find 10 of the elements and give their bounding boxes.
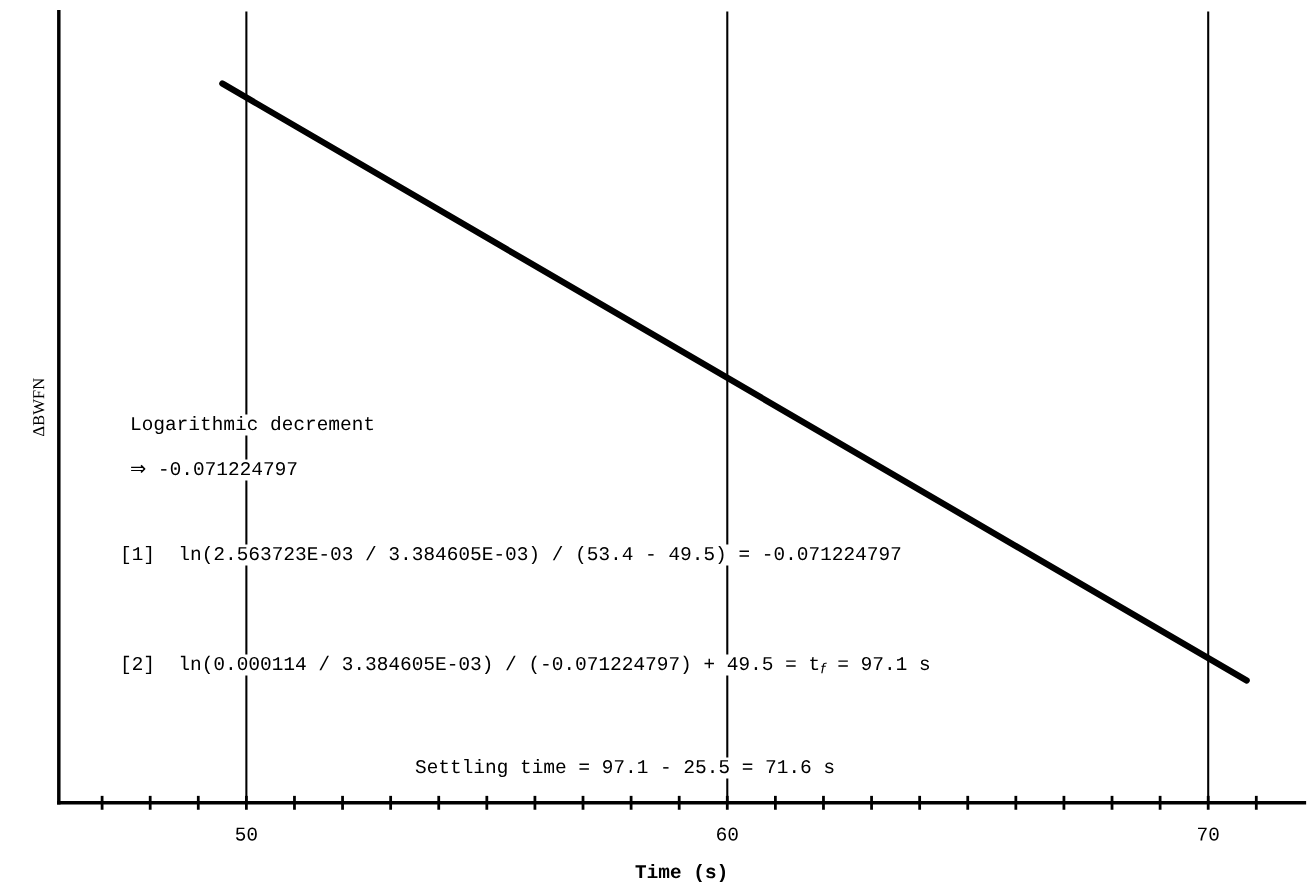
annotation: Settling time = 97.1 - 25.5 = 71.6 s bbox=[415, 758, 834, 778]
annotation: ⇒ -0.071224797 bbox=[131, 462, 297, 476]
annotation: [2] ln(0.000114 / 3.384605E-03) / (-0.071224797) + 49.5 = t$_{f}$ = 97.1 s bbox=[123, 655, 930, 674]
x-tick-label: 60 bbox=[717, 827, 738, 841]
annotation: [1] ln(2.563723E-03 / 3.384605E-03) / (53.4 - 49.5) = -0.071224797 bbox=[123, 545, 901, 565]
x-tick-label: 50 bbox=[235, 827, 257, 841]
y-axis-title: ΔBWFN bbox=[33, 378, 45, 437]
annotation: Logarithmic decrement bbox=[132, 415, 374, 435]
x-axis-title: Time (s) bbox=[635, 863, 726, 883]
x-tick-label: 70 bbox=[1198, 827, 1219, 841]
